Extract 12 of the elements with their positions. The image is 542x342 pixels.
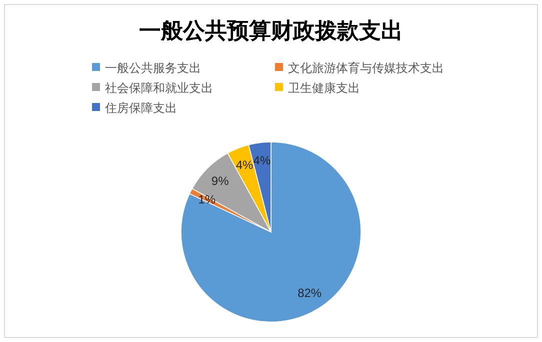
pie-slice [180, 142, 362, 322]
data-label: 4% [253, 154, 271, 168]
legend-label: 文化旅游体育与传媒技术支出 [288, 61, 444, 75]
data-label: 1% [198, 192, 216, 206]
legend-label: 住房保障支出 [104, 101, 177, 115]
chart-title: 一般公共预算财政拨款支出 [139, 18, 403, 43]
legend-label: 一般公共服务支出 [105, 61, 201, 75]
data-label: 4% [236, 158, 254, 172]
data-label: 9% [211, 174, 230, 188]
data-label: 82% [298, 286, 322, 300]
legend-label: 社会保障和就业支出 [105, 81, 213, 95]
legend-label: 卫生健康支出 [288, 81, 360, 95]
